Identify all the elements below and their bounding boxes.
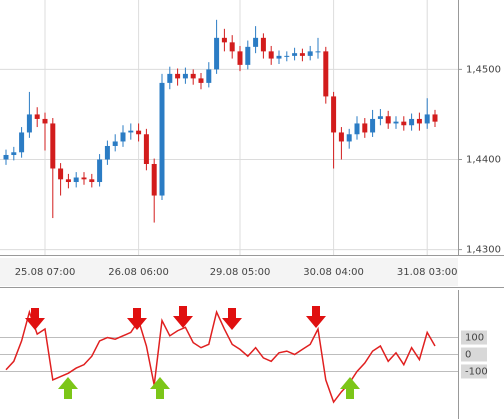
candle-body xyxy=(362,123,368,133)
candle-body xyxy=(323,51,329,97)
candle-body xyxy=(424,114,430,124)
candle-body xyxy=(315,51,321,53)
candle-body xyxy=(409,118,415,126)
candle-body xyxy=(136,130,142,135)
candle-body xyxy=(221,37,227,43)
candle-body xyxy=(143,134,149,164)
candle-body xyxy=(26,114,32,133)
candle-body xyxy=(104,145,110,160)
candle-body xyxy=(182,73,188,79)
candle-body xyxy=(299,53,305,56)
y-tick-label: 1,4300 xyxy=(466,245,501,256)
x-tick-label: 29.08 05:00 xyxy=(210,267,271,278)
candle-body xyxy=(401,121,407,126)
candle-body xyxy=(34,114,40,119)
candle-body xyxy=(284,55,290,57)
candle-body xyxy=(190,73,196,79)
y-tick-box xyxy=(461,347,487,362)
candle-body xyxy=(19,132,25,153)
candle-body xyxy=(338,132,344,142)
y-tick-label: 1,4400 xyxy=(466,154,501,165)
candle-body xyxy=(11,152,17,155)
y-tick-label: 0 xyxy=(465,350,471,361)
candle-body xyxy=(89,179,95,183)
candle-body xyxy=(370,118,376,133)
candle-body xyxy=(65,179,71,183)
candle-body xyxy=(245,46,251,65)
y-tick-label: 100 xyxy=(465,333,484,344)
y-tick-label: -100 xyxy=(465,366,488,377)
candle-body xyxy=(42,118,48,124)
candle-body xyxy=(120,132,126,142)
y-tick-box xyxy=(461,330,487,345)
x-tick-label: 26.08 06:00 xyxy=(108,267,169,278)
candle-body xyxy=(292,53,298,56)
candle-body xyxy=(385,116,391,124)
candle-body xyxy=(58,168,64,180)
candle-body xyxy=(416,118,422,124)
candle-body xyxy=(432,114,438,122)
y-tick-box xyxy=(461,364,487,379)
candle-body xyxy=(167,73,173,83)
candle-body xyxy=(346,134,352,142)
candle-body xyxy=(50,123,56,169)
candle-body xyxy=(260,37,266,52)
candle-body xyxy=(112,141,118,146)
indicator-line xyxy=(5,309,436,404)
candle-body xyxy=(159,82,165,196)
candle-body xyxy=(73,177,79,183)
candle-body xyxy=(151,163,157,196)
candle-body xyxy=(229,42,235,52)
candle-body xyxy=(175,73,181,79)
candle-body xyxy=(253,37,259,47)
candle-body xyxy=(97,159,103,183)
candle-body xyxy=(307,51,313,56)
candle-body xyxy=(128,130,134,133)
x-tick-label: 25.08 07:00 xyxy=(15,267,76,278)
candle-body xyxy=(268,51,274,59)
candle-body xyxy=(81,177,87,180)
candle-body xyxy=(276,55,282,59)
y-tick-label: 1,4500 xyxy=(466,64,501,75)
candle-body xyxy=(198,78,204,83)
candle-body xyxy=(354,123,360,135)
candle-body xyxy=(214,37,220,70)
candle-body xyxy=(331,96,337,133)
candle-body xyxy=(3,154,9,160)
x-tick-label: 30.08 04:00 xyxy=(303,267,364,278)
candle-body xyxy=(377,116,383,119)
x-axis-band xyxy=(0,258,458,286)
candle-body xyxy=(393,121,399,124)
candle-body xyxy=(237,51,243,65)
candle-body xyxy=(206,69,212,83)
x-tick-label: 31.08 03:00 xyxy=(397,267,458,278)
